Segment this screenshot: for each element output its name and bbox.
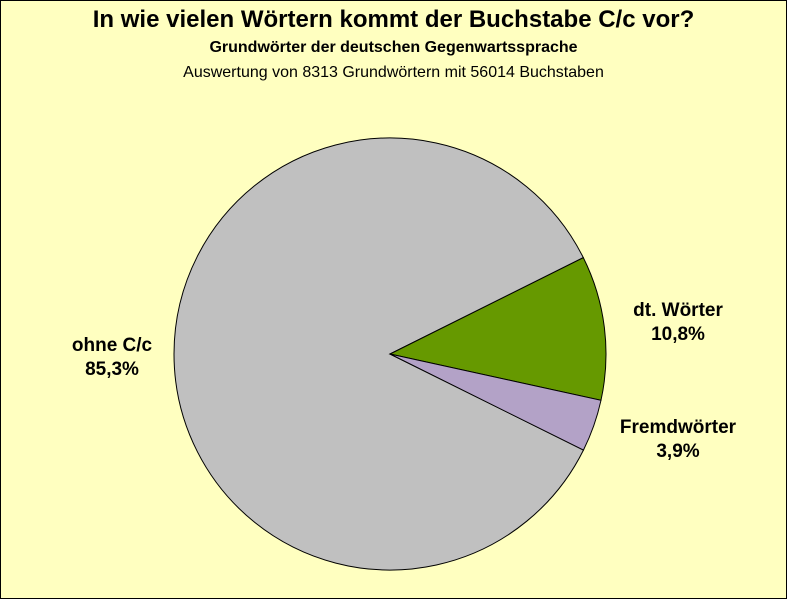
- pie-slice-fremdwoerter: [389, 353, 602, 451]
- pie-label-ohne-cc-name: ohne C/c: [71, 335, 153, 356]
- pie-label-fremdwoerter-value: 3,9%: [656, 441, 700, 462]
- pie-slice-ohne-cc: [173, 137, 585, 571]
- pie-label-fremdwoerter-name: Fremdwörter: [619, 417, 737, 438]
- pie-label-ohne-cc: ohne C/c 85,3%: [52, 334, 172, 382]
- chart-title: In wie vielen Wörtern kommt der Buchstab…: [92, 6, 695, 33]
- chart-subtitle-detail: Auswertung von 8313 Grundwörtern mit 560…: [183, 64, 604, 81]
- pie-label-dt-woerter-value: 10,8%: [651, 324, 705, 345]
- pie-slice-dt-woerter: [388, 256, 607, 401]
- pie-label-dt-woerter: dt. Wörter 10,8%: [603, 299, 753, 347]
- pie-label-dt-woerter-name: dt. Wörter: [633, 300, 723, 321]
- pie-label-fremdwoerter: Fremdwörter 3,9%: [603, 416, 753, 464]
- pie-label-ohne-cc-value: 85,3%: [85, 359, 139, 380]
- chart-subtitle: Grundwörter der deutschen Gegenwartsspra…: [209, 39, 578, 56]
